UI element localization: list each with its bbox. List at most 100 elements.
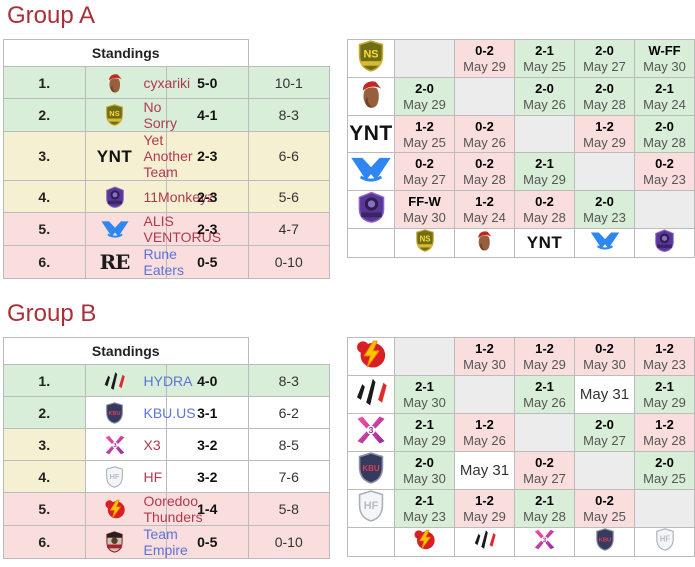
team-icon-kbu[interactable]: KBU — [86, 401, 144, 424]
group-b-crosstable: 1-2 May 30 1-2 May 29 0-2 May 30 1-2 May 23 2-1… — [347, 337, 695, 557]
crosstable-footer-cell — [634, 228, 695, 258]
team-icon-hydra[interactable] — [455, 528, 514, 551]
team-icon-nosorry[interactable]: NS — [86, 104, 144, 126]
match-date: May 23 — [643, 172, 686, 187]
team-icon-monkeyz[interactable] — [635, 229, 694, 252]
team-link-ooredoo[interactable]: Ooredoo Thunders — [143, 493, 203, 525]
team-icon-hf[interactable]: HF — [635, 528, 694, 551]
team-link-hf[interactable]: HF — [143, 468, 163, 485]
match-cell: W-FF May 30 — [634, 39, 695, 78]
team-icon-ynt[interactable]: YNT — [515, 234, 574, 251]
match-date: May 24 — [643, 97, 686, 112]
match-date: May 25 — [523, 59, 566, 74]
match-cell: 2-1 May 25 — [514, 39, 575, 78]
team-icon-monkeyz[interactable] — [348, 191, 394, 223]
match-date: May 27 — [583, 59, 626, 74]
games-cell: 5-8 — [247, 492, 330, 526]
group-a-crosstable: NS 0-2 May 29 2-1 May 25 2-0 May 27 W-FF May 30 … — [347, 39, 695, 258]
match-score: 1-2 — [475, 493, 494, 508]
team-icon-hf[interactable]: HF — [348, 490, 394, 522]
match-date: May 30 — [403, 395, 446, 410]
team-icon-ynt[interactable]: YNT — [348, 123, 394, 144]
team-icon-hf[interactable]: HF — [86, 465, 144, 488]
group-a-columns: Standings 1. cyxariki 5-0 10-1 2. NS No Sorr… — [3, 39, 695, 279]
crosstable-row: FF-W May 30 1-2 May 24 0-2 May 28 2-0 May 23 — [347, 190, 695, 229]
team-icon-alis[interactable] — [575, 229, 634, 252]
place-cell: 4. — [3, 180, 86, 213]
team-cell: cyxariki — [84, 66, 190, 99]
team-logo-text: RE — [99, 250, 131, 274]
team-icon-x3[interactable]: 3 — [348, 414, 394, 446]
place-cell: 3. — [3, 131, 86, 181]
group-b-standings-body: 1. HYDRA 4-0 8-3 2. KBU KBU.US 3-1 6-2 3. 3 X3 3-… — [3, 364, 330, 559]
svg-text:3: 3 — [113, 443, 117, 449]
place-cell: 2. — [3, 98, 86, 132]
team-wrap: HYDRA — [86, 365, 193, 396]
team-icon-nosorry[interactable]: NS — [348, 40, 394, 72]
match-cell: 1-2 May 29 — [574, 115, 635, 153]
team-link-empire[interactable]: Team Empire — [143, 526, 188, 558]
match-cell: 2-1 May 23 — [394, 489, 455, 528]
team-icon-empire[interactable] — [86, 531, 144, 553]
match-cell: 2-0 May 27 — [574, 413, 635, 452]
standings-row: 6. Team Empire 0-5 0-10 — [3, 525, 330, 559]
crosstable-footer-cell — [394, 527, 455, 557]
match-cell: 2-0 May 25 — [634, 451, 695, 490]
team-link-ynt[interactable]: Yet Another Team — [143, 132, 193, 180]
team-icon-monkeyz[interactable] — [86, 185, 144, 208]
match-date: May 29 — [523, 172, 566, 187]
team-link-hydra[interactable]: HYDRA — [143, 372, 193, 389]
team-link-nosorry[interactable]: No Sorry — [143, 99, 177, 131]
match-score: 2-0 — [415, 455, 434, 470]
team-icon-runeeaters[interactable]: RE — [86, 252, 144, 272]
match-score: 2-1 — [415, 379, 434, 394]
team-link-kbu[interactable]: KBU.US — [143, 404, 196, 421]
svg-text:HF: HF — [110, 471, 120, 480]
standings-row: 1. cyxariki 5-0 10-1 — [3, 66, 330, 99]
team-cell: Team Empire — [84, 525, 188, 559]
team-link-cyxariki[interactable]: cyxariki — [143, 74, 191, 91]
crosstable-footer-cell: YNT — [514, 228, 575, 258]
match-cell: 0-2 May 27 — [514, 451, 575, 490]
crosstable-footer-cell — [574, 228, 635, 258]
team-icon-cyxariki[interactable] — [455, 229, 514, 252]
team-icon-x3[interactable]: 3 — [86, 434, 144, 456]
games-cell: 6-6 — [247, 131, 330, 181]
match-date: May 29 — [523, 357, 566, 372]
place-cell: 5. — [3, 492, 86, 526]
team-icon-ynt[interactable]: YNT — [86, 148, 144, 165]
team-icon-x3[interactable]: 3 — [515, 528, 574, 551]
games-cell: 5-6 — [247, 180, 330, 213]
team-link-x3[interactable]: X3 — [143, 436, 161, 453]
team-icon-cyxariki[interactable] — [348, 78, 394, 110]
match-date: May 23 — [643, 357, 686, 372]
team-icon-kbu[interactable]: KBU — [348, 452, 394, 484]
team-cell: NS No Sorry — [84, 98, 177, 132]
team-icon-nosorry[interactable]: NS — [395, 229, 454, 252]
place-cell: 1. — [3, 66, 86, 99]
standings-row: 2. NS No Sorry 4-1 8-3 — [3, 98, 330, 132]
crosstable-footer-cell — [454, 527, 515, 557]
games-cell: 8-3 — [247, 364, 330, 397]
match-cell: FF-W May 30 — [394, 190, 455, 229]
team-icon-hydra[interactable] — [86, 370, 144, 392]
games-cell: 8-3 — [247, 98, 330, 132]
team-icon-alis[interactable] — [86, 218, 144, 240]
match-cell: 2-1 May 29 — [394, 413, 455, 452]
crosstable-corner-cell — [347, 527, 395, 557]
team-icon-kbu[interactable]: KBU — [575, 528, 634, 551]
team-icon-alis[interactable] — [348, 153, 394, 185]
team-logo-text: YNT — [526, 232, 563, 252]
match-date: May 26 — [463, 433, 506, 448]
team-icon-hydra[interactable] — [348, 376, 394, 408]
match-date: May 28 — [523, 210, 566, 225]
crosstable-row: HF 2-1 May 23 1-2 May 29 2-1 May 28 0-2 May 25 — [347, 489, 695, 528]
team-icon-ooredoo[interactable] — [395, 528, 454, 551]
match-cell: 2-1 May 30 — [394, 375, 455, 414]
match-date: May 27 — [583, 433, 626, 448]
team-icon-ooredoo[interactable] — [348, 338, 394, 370]
team-icon-ooredoo[interactable] — [86, 498, 144, 520]
crosstable-footer-row: NS YNT — [347, 228, 695, 258]
team-icon-cyxariki[interactable] — [86, 72, 144, 94]
team-link-runeeaters[interactable]: Rune Eaters — [143, 246, 184, 278]
